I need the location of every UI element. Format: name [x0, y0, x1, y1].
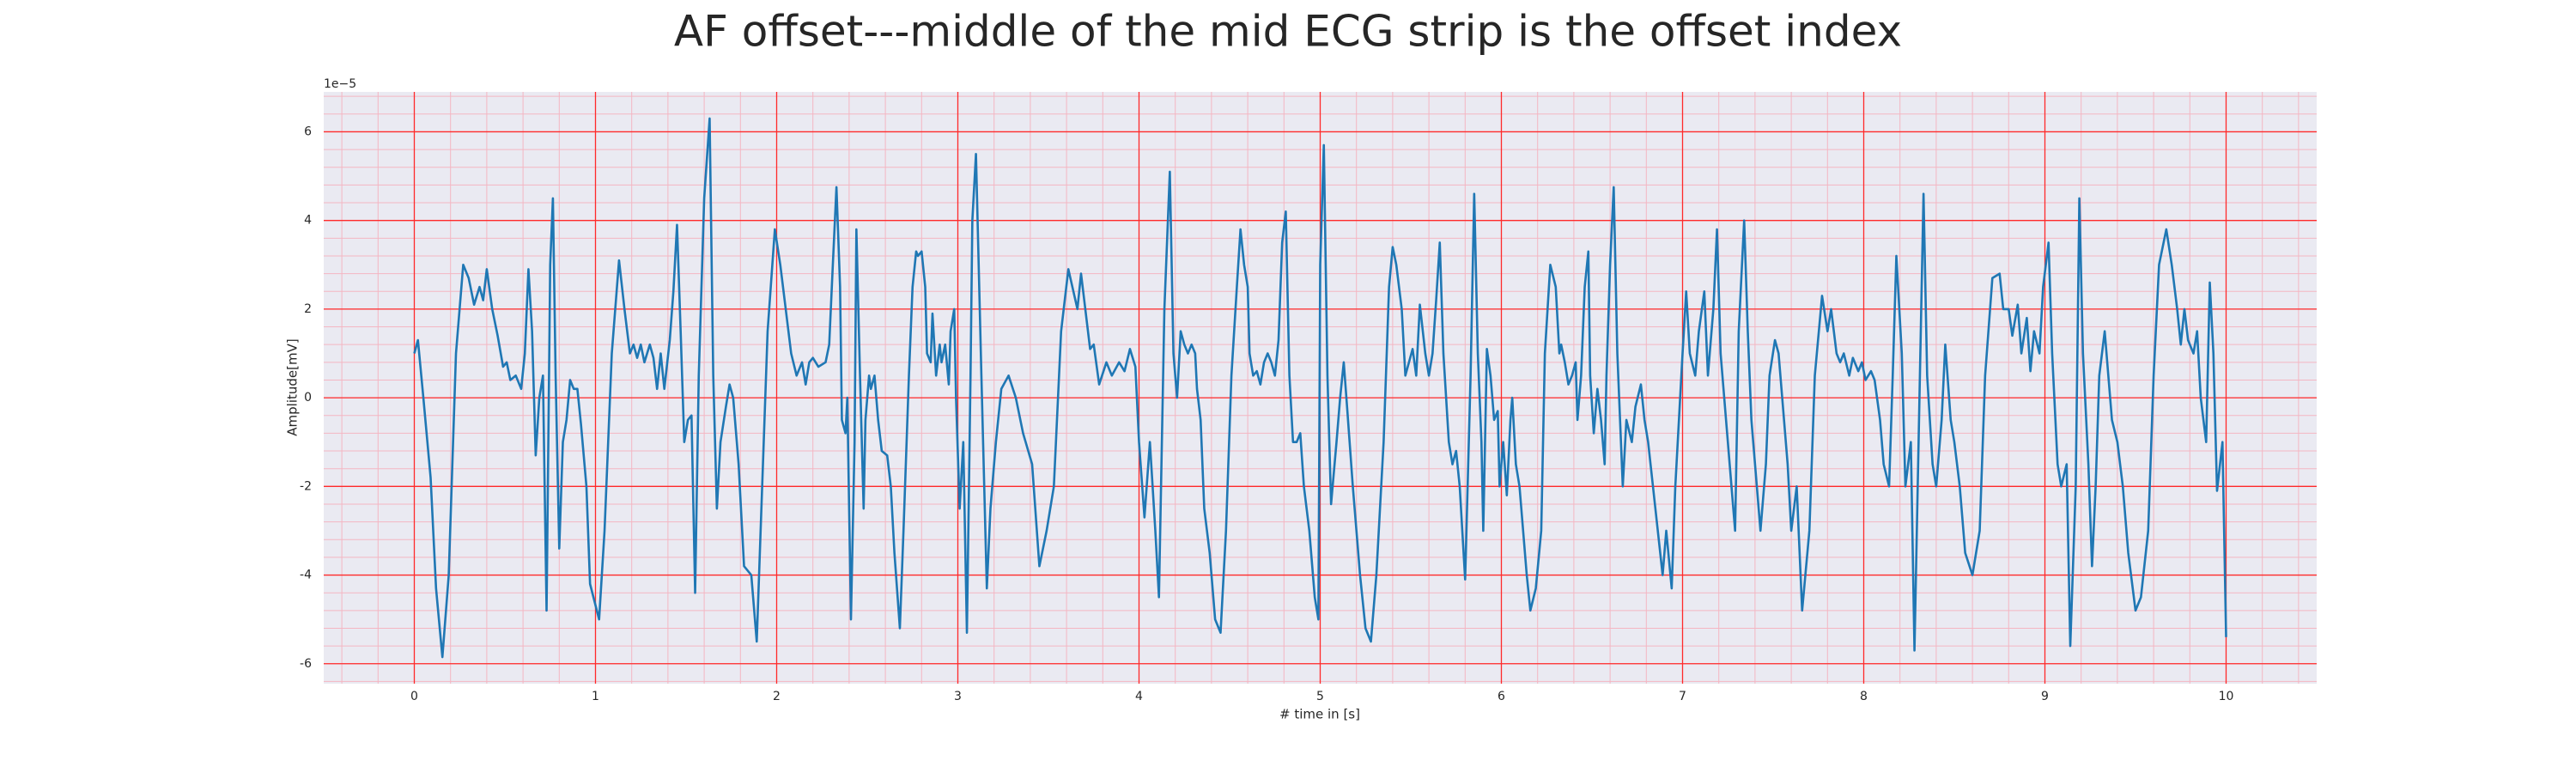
x-tick-label: 6	[1498, 690, 1505, 703]
x-tick-label: 4	[1135, 690, 1143, 703]
x-tick-label: 8	[1860, 690, 1868, 703]
y-tick-label: 6	[304, 125, 312, 138]
x-tick-label: 10	[2219, 690, 2234, 703]
y-tick-label: -2	[300, 479, 312, 493]
y-axis-label: Amplitude[mV]	[285, 338, 301, 435]
y-tick-label: -6	[300, 657, 312, 671]
x-tick-label: 1	[592, 690, 599, 703]
y-tick-label: 4	[304, 214, 312, 228]
x-tick-label: 3	[954, 690, 962, 703]
y-offset-label: 1e−5	[324, 77, 356, 91]
y-tick-label: -4	[300, 569, 312, 582]
chart-title: AF offset---middle of the mid ECG strip …	[674, 7, 1902, 57]
x-tick-label: 0	[410, 690, 418, 703]
x-tick-label: 2	[773, 690, 781, 703]
x-axis-label: # time in [s]	[1279, 707, 1360, 722]
y-tick-label: 0	[304, 391, 312, 405]
x-tick-label: 7	[1679, 690, 1686, 703]
x-tick-label: 9	[2041, 690, 2049, 703]
x-tick-label: 5	[1316, 690, 1324, 703]
ecg-line	[413, 117, 2227, 659]
y-tick-label: 2	[304, 302, 312, 316]
